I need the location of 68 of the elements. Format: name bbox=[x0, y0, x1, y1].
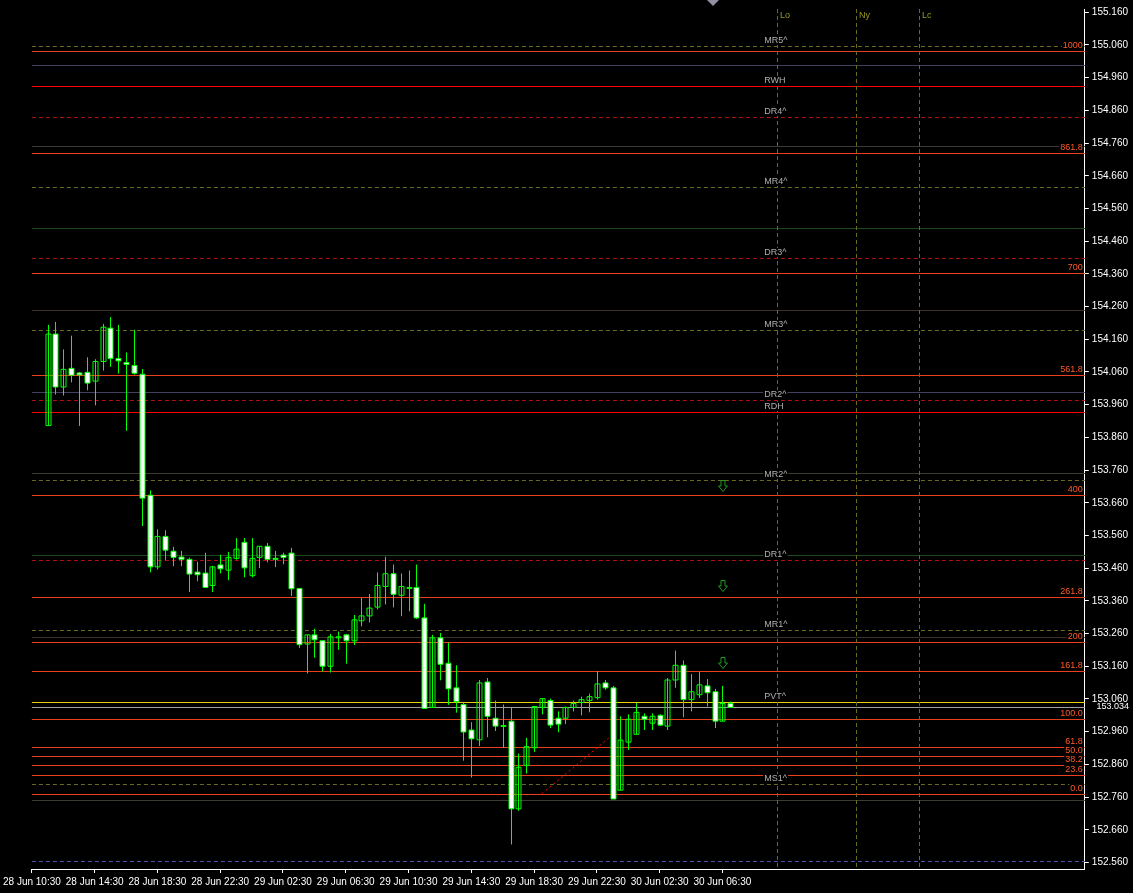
y-tick-label: 153.560 bbox=[1091, 529, 1129, 541]
ref-line-label: Lc bbox=[922, 9, 933, 20]
annotation: 400 bbox=[1067, 483, 1083, 494]
ref-line-label: MR2^ bbox=[764, 468, 789, 479]
x-tick-label: 29 Jun 22:30 bbox=[567, 875, 627, 887]
annotation: 200 bbox=[1067, 630, 1083, 641]
ref-line-label: MS1^ bbox=[764, 772, 788, 783]
annotation: 23.6 bbox=[1065, 763, 1083, 774]
x-tick-label: 29 Jun 14:30 bbox=[442, 875, 501, 887]
y-tick-label: 154.260 bbox=[1091, 300, 1129, 312]
ref-line-label: DR1^ bbox=[764, 548, 788, 559]
ref-line-label: PVT^ bbox=[764, 690, 787, 701]
x-tick-label: 29 Jun 18:30 bbox=[505, 875, 564, 887]
ref-line-label: RWH bbox=[764, 74, 786, 85]
x-tick-label: 28 Jun 22:30 bbox=[191, 875, 250, 887]
y-tick-label: 153.260 bbox=[1091, 627, 1129, 639]
y-tick-label: 153.360 bbox=[1091, 594, 1129, 606]
x-tick-label: 29 Jun 02:30 bbox=[254, 875, 313, 887]
y-tick-label: 154.660 bbox=[1091, 169, 1129, 181]
y-tick-label: 154.460 bbox=[1091, 234, 1129, 246]
ref-line-label: Ny bbox=[859, 9, 871, 20]
x-tick-label: 30 Jun 06:30 bbox=[693, 875, 752, 887]
ref-line-label: MR1^ bbox=[764, 618, 789, 629]
x-tick-label: 28 Jun 10:30 bbox=[3, 875, 62, 887]
y-tick-label: 152.560 bbox=[1091, 856, 1129, 868]
ref-line-label: DR4^ bbox=[764, 105, 788, 116]
ref-line-label: RDH bbox=[764, 400, 784, 411]
x-tick-label: 28 Jun 14:30 bbox=[65, 875, 125, 887]
ref-line-label: MR4^ bbox=[764, 175, 789, 186]
annotation: 61.8 bbox=[1065, 735, 1083, 746]
x-tick-label: 30 Jun 02:30 bbox=[630, 875, 689, 887]
y-tick-label: 153.860 bbox=[1091, 431, 1129, 443]
annotation: 700 bbox=[1067, 261, 1083, 272]
y-tick-label: 152.760 bbox=[1091, 790, 1129, 802]
y-tick-label: 152.660 bbox=[1091, 823, 1129, 835]
ref-line-label: DR3^ bbox=[764, 246, 788, 257]
y-tick-label: 155.160 bbox=[1091, 6, 1129, 18]
annotation: 0.0 bbox=[1070, 782, 1083, 793]
x-tick-label: 29 Jun 06:30 bbox=[316, 875, 376, 887]
annotation: 561.8 bbox=[1060, 363, 1083, 374]
y-tick-label: 152.860 bbox=[1091, 758, 1129, 770]
ref-line-label: MR3^ bbox=[764, 318, 789, 329]
y-tick-label: 154.060 bbox=[1091, 365, 1129, 377]
annotation: 161.8 bbox=[1060, 659, 1083, 670]
ref-line-label: Lo bbox=[780, 9, 791, 20]
y-tick-label: 153.760 bbox=[1091, 463, 1129, 475]
y-tick-label: 154.960 bbox=[1091, 71, 1129, 83]
y-tick-label: 154.860 bbox=[1091, 104, 1129, 116]
y-tick-label: 154.160 bbox=[1091, 333, 1129, 345]
annotation: 1000 bbox=[1062, 39, 1083, 50]
y-tick-label: 154.760 bbox=[1091, 136, 1129, 148]
y-tick-label: 153.160 bbox=[1091, 660, 1129, 672]
y-tick-label: 153.460 bbox=[1091, 561, 1129, 573]
annotation: 861.8 bbox=[1060, 141, 1083, 152]
x-tick-label: 28 Jun 18:30 bbox=[128, 875, 187, 887]
annotation: 50.0 bbox=[1065, 744, 1083, 755]
annotation: 261.8 bbox=[1060, 585, 1083, 596]
annotation: 100.0 bbox=[1060, 707, 1083, 718]
ref-line-label: MR5^ bbox=[764, 34, 789, 45]
y-tick-label: 152.960 bbox=[1091, 725, 1129, 737]
y-tick-label: 155.060 bbox=[1091, 38, 1129, 50]
y-tick-label: 154.360 bbox=[1091, 267, 1129, 279]
y-tick-label: 154.560 bbox=[1091, 202, 1129, 214]
annotation: 38.2 bbox=[1065, 753, 1083, 764]
y-tick-label: 153.960 bbox=[1091, 398, 1129, 410]
y-tick-label: 153.660 bbox=[1091, 496, 1129, 508]
ref-line-label: DR2^ bbox=[764, 388, 788, 399]
x-tick-label: 29 Jun 10:30 bbox=[379, 875, 438, 887]
